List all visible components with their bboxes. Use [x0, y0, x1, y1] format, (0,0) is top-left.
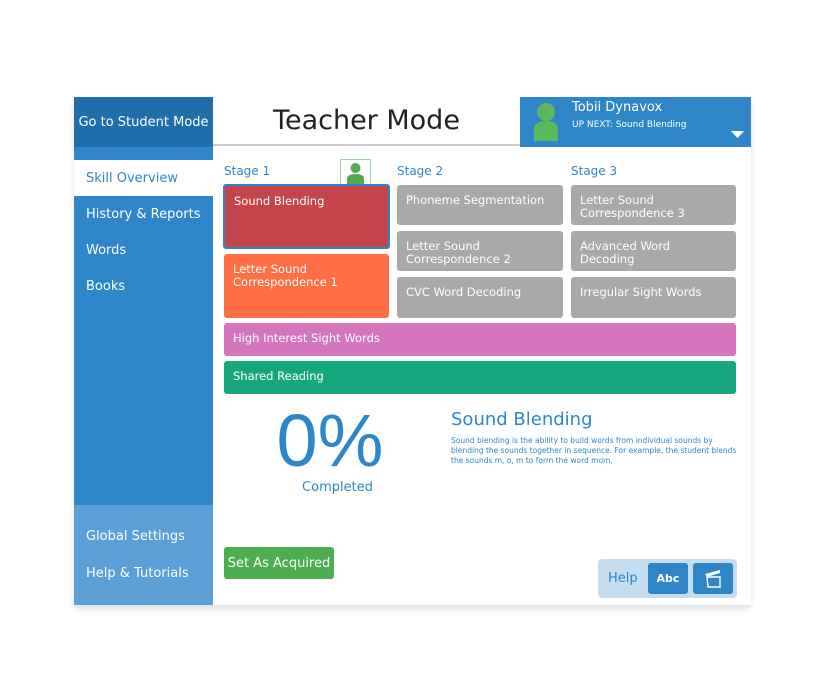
sidebar-item-history-reports[interactable]: History & Reports: [86, 206, 201, 222]
student-mode-button[interactable]: Go to Student Mode: [74, 97, 213, 147]
skill-detail-description: Sound blending is the ability to build w…: [451, 436, 737, 465]
sidebar-item-words[interactable]: Words: [86, 242, 127, 258]
chevron-down-icon[interactable]: [731, 131, 744, 139]
page-title: Teacher Mode: [213, 97, 520, 146]
sidebar-item-global-settings[interactable]: Global Settings: [86, 528, 185, 544]
skill-letter-sound-2[interactable]: Letter Sound Correspondence 2: [397, 231, 563, 271]
sidebar-bottom: [74, 505, 213, 605]
stage-3-label: Stage 3: [571, 164, 618, 178]
skill-high-interest-sight-words[interactable]: High Interest Sight Words: [224, 323, 736, 356]
clapperboard-icon: [705, 570, 721, 588]
skill-sound-blending[interactable]: Sound Blending: [223, 184, 390, 249]
skill-irregular-sight-words[interactable]: Irregular Sight Words: [571, 277, 736, 318]
stage-2-label: Stage 2: [397, 164, 444, 178]
sidebar-item-skill-overview[interactable]: Skill Overview: [74, 160, 213, 196]
user-name: Tobii Dynavox: [572, 100, 663, 115]
video-button[interactable]: [693, 563, 733, 594]
user-avatar-icon: [534, 103, 558, 141]
sidebar-item-books[interactable]: Books: [86, 278, 126, 294]
progress-percent: 0%: [276, 399, 384, 482]
skill-letter-sound-3[interactable]: Letter Sound Correspondence 3: [571, 185, 736, 225]
set-as-acquired-button[interactable]: Set As Acquired: [224, 547, 334, 579]
stage-1-label: Stage 1: [224, 164, 271, 178]
skill-letter-sound-1[interactable]: Letter Sound Correspondence 1: [224, 254, 389, 318]
skill-advanced-word-decoding[interactable]: Advanced Word Decoding: [571, 231, 736, 271]
progress-label: Completed: [302, 480, 373, 495]
abc-button[interactable]: Abc: [648, 563, 688, 594]
up-next: UP NEXT: Sound Blending: [572, 120, 687, 130]
skill-phoneme-segmentation[interactable]: Phoneme Segmentation: [397, 185, 563, 225]
skill-shared-reading[interactable]: Shared Reading: [224, 361, 736, 394]
skill-cvc-word-decoding[interactable]: CVC Word Decoding: [397, 277, 563, 318]
help-panel: Help Abc: [598, 559, 737, 598]
skill-detail-title: Sound Blending: [451, 409, 593, 430]
sidebar-item-help-tutorials[interactable]: Help & Tutorials: [86, 565, 189, 581]
user-panel[interactable]: Tobii Dynavox UP NEXT: Sound Blending: [520, 97, 751, 147]
help-label[interactable]: Help: [608, 571, 638, 586]
